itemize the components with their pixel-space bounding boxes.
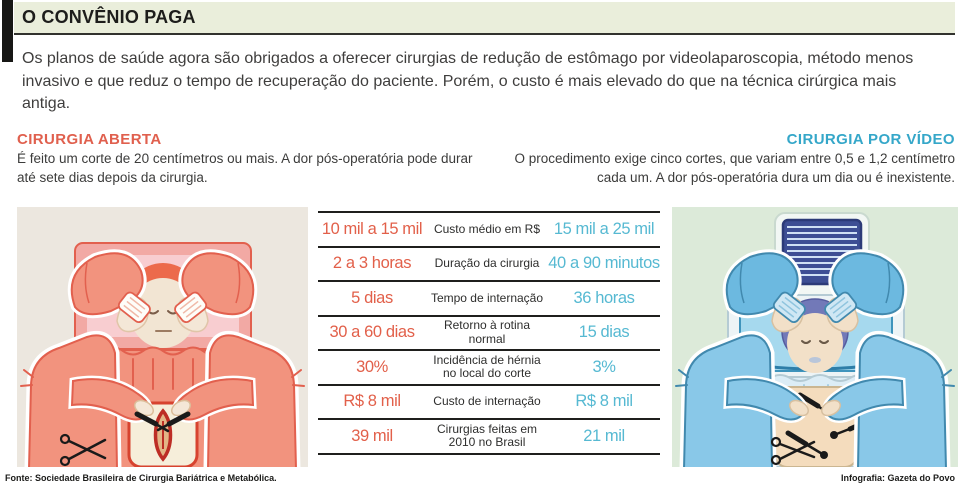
comparison-table: 10 mil a 15 mil Custo médio em R$ 15 mil…: [318, 211, 660, 455]
header-band: O CONVÊNIO PAGA: [14, 2, 955, 35]
table-row: R$ 8 mil Custo de internação R$ 8 mil: [318, 383, 660, 419]
indicator-label: Incidência de hérnia no local do corte: [433, 352, 541, 381]
open-surgery-value: 5 dias: [351, 288, 393, 307]
video-surgery-value: 15 mil a 25 mil: [553, 219, 655, 238]
open-surgery-value: 30%: [356, 357, 388, 376]
table-row: 5 dias Tempo de internação 36 horas: [318, 280, 660, 315]
indicator-label: Retorno à rotina normal: [443, 318, 531, 346]
open-surgery-illustration: [17, 207, 308, 467]
laparoscopy-illustration: [672, 207, 958, 467]
surgical-instruments: [134, 411, 191, 433]
table-row: 30% Incidência de hérnia no local do cor…: [318, 349, 660, 384]
video-surgery-description: O procedimento exige cinco cortes, que v…: [514, 151, 955, 185]
open-surgery-title: CIRURGIA ABERTA: [17, 131, 162, 148]
indicator-label: Custo de internação: [433, 394, 541, 409]
scissors-icon: [770, 436, 816, 466]
page-title: O CONVÊNIO PAGA: [22, 7, 196, 27]
indicator-label: Duração da cirurgia: [434, 256, 540, 271]
scissors-icon: [59, 433, 107, 467]
table-row: 2 a 3 horas Duração da cirurgia 40 a 90 …: [318, 245, 660, 281]
indicator-label: Custo médio em R$: [433, 221, 541, 236]
video-surgery-value: R$ 8 mil: [575, 392, 633, 411]
video-surgery-title: CIRURGIA POR VÍDEO: [786, 131, 955, 148]
open-surgery-description: É feito um corte de 20 centímetros ou ma…: [17, 151, 473, 185]
infographic-credit: Infografia: Gazeta do Povo: [840, 473, 955, 483]
open-surgery-value: 2 a 3 horas: [332, 254, 412, 273]
indicator-label: Tempo de internação: [430, 290, 544, 305]
table-row: 39 mil Cirurgias feitas em 2010 no Brasi…: [318, 418, 660, 453]
open-surgery-value: R$ 8 mil: [343, 392, 401, 411]
table-row: 30 a 60 dias Retorno à rotina normal 15 …: [318, 314, 660, 350]
video-surgery-value: 40 a 90 minutos: [548, 254, 660, 273]
video-surgery-value: 3%: [592, 357, 616, 376]
video-surgery-value: 15 dias: [578, 323, 630, 342]
corner-black-bar: [2, 0, 13, 62]
open-surgery-value: 30 a 60 dias: [329, 323, 415, 342]
video-surgery-value: 21 mil: [583, 426, 625, 445]
indicator-label: Cirurgias feitas em 2010 no Brasil: [436, 421, 538, 450]
video-surgery-value: 36 horas: [573, 288, 635, 307]
open-surgery-value: 39 mil: [351, 426, 393, 445]
intro-text: Os planos de saúde agora são obrigados a…: [22, 50, 914, 113]
open-surgery-value: 10 mil a 15 mil: [321, 219, 423, 238]
source-credit: Fonte: Sociedade Brasileira de Cirurgia …: [5, 473, 277, 483]
table-row: 10 mil a 15 mil Custo médio em R$ 15 mil…: [318, 211, 660, 246]
